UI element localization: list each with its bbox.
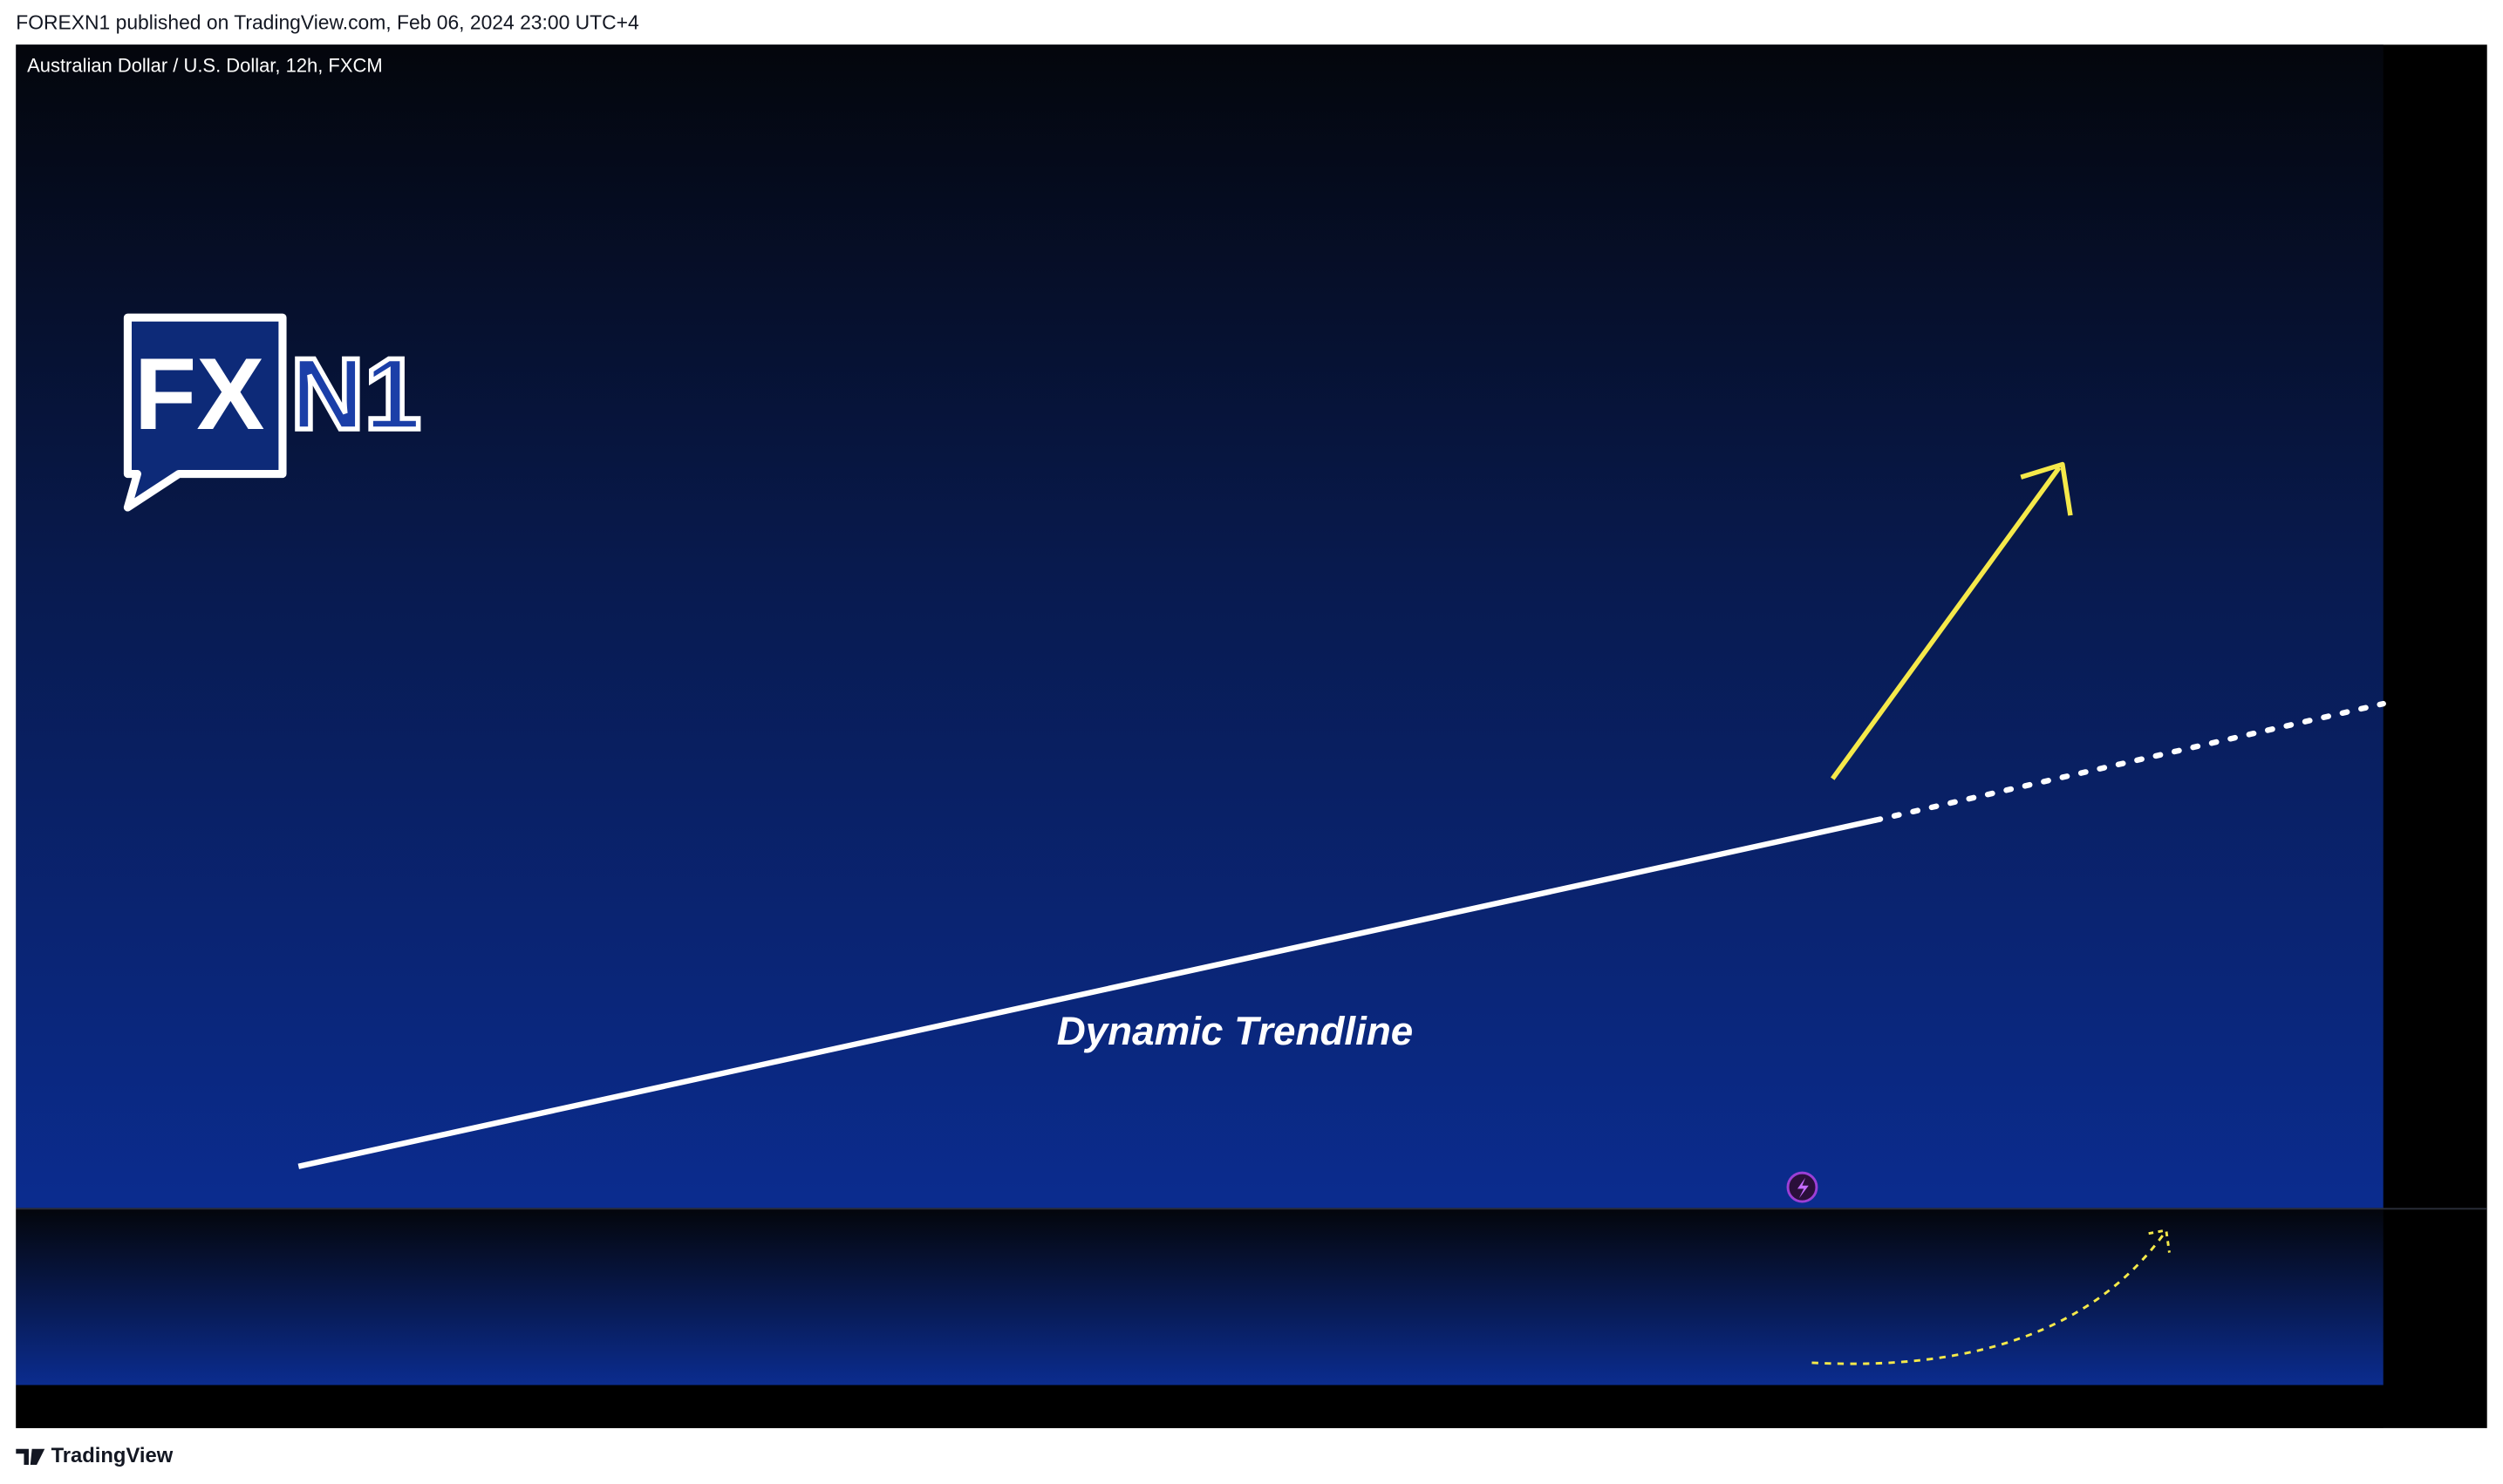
price-pane bbox=[16, 44, 2384, 1208]
footer bbox=[0, 1427, 2503, 1484]
rsi-projection bbox=[1811, 1234, 2165, 1365]
rsi-pane bbox=[16, 1209, 2384, 1385]
arrow-head bbox=[2020, 461, 2073, 516]
brand-icon bbox=[16, 1448, 45, 1466]
logo-fx: FX bbox=[134, 337, 265, 451]
logo: FX N1 bbox=[123, 313, 424, 512]
logo-n1: N1 bbox=[290, 337, 421, 451]
trendline-label: Dynamic Trendline bbox=[1057, 1009, 1414, 1053]
logo-bubble bbox=[123, 313, 287, 512]
time-axis bbox=[16, 1385, 2384, 1428]
published-line: FOREXN1 published on TradingView.com, Fe… bbox=[16, 10, 639, 33]
event-bolt bbox=[1797, 1177, 1809, 1199]
arrow bbox=[1831, 466, 2062, 780]
symbol-title: Australian Dollar / U.S. Dollar, 12h, FX… bbox=[27, 55, 383, 77]
rsi-arrow-head bbox=[2148, 1229, 2171, 1253]
trendline bbox=[297, 817, 1877, 1169]
brand: TradingView bbox=[51, 1444, 174, 1467]
